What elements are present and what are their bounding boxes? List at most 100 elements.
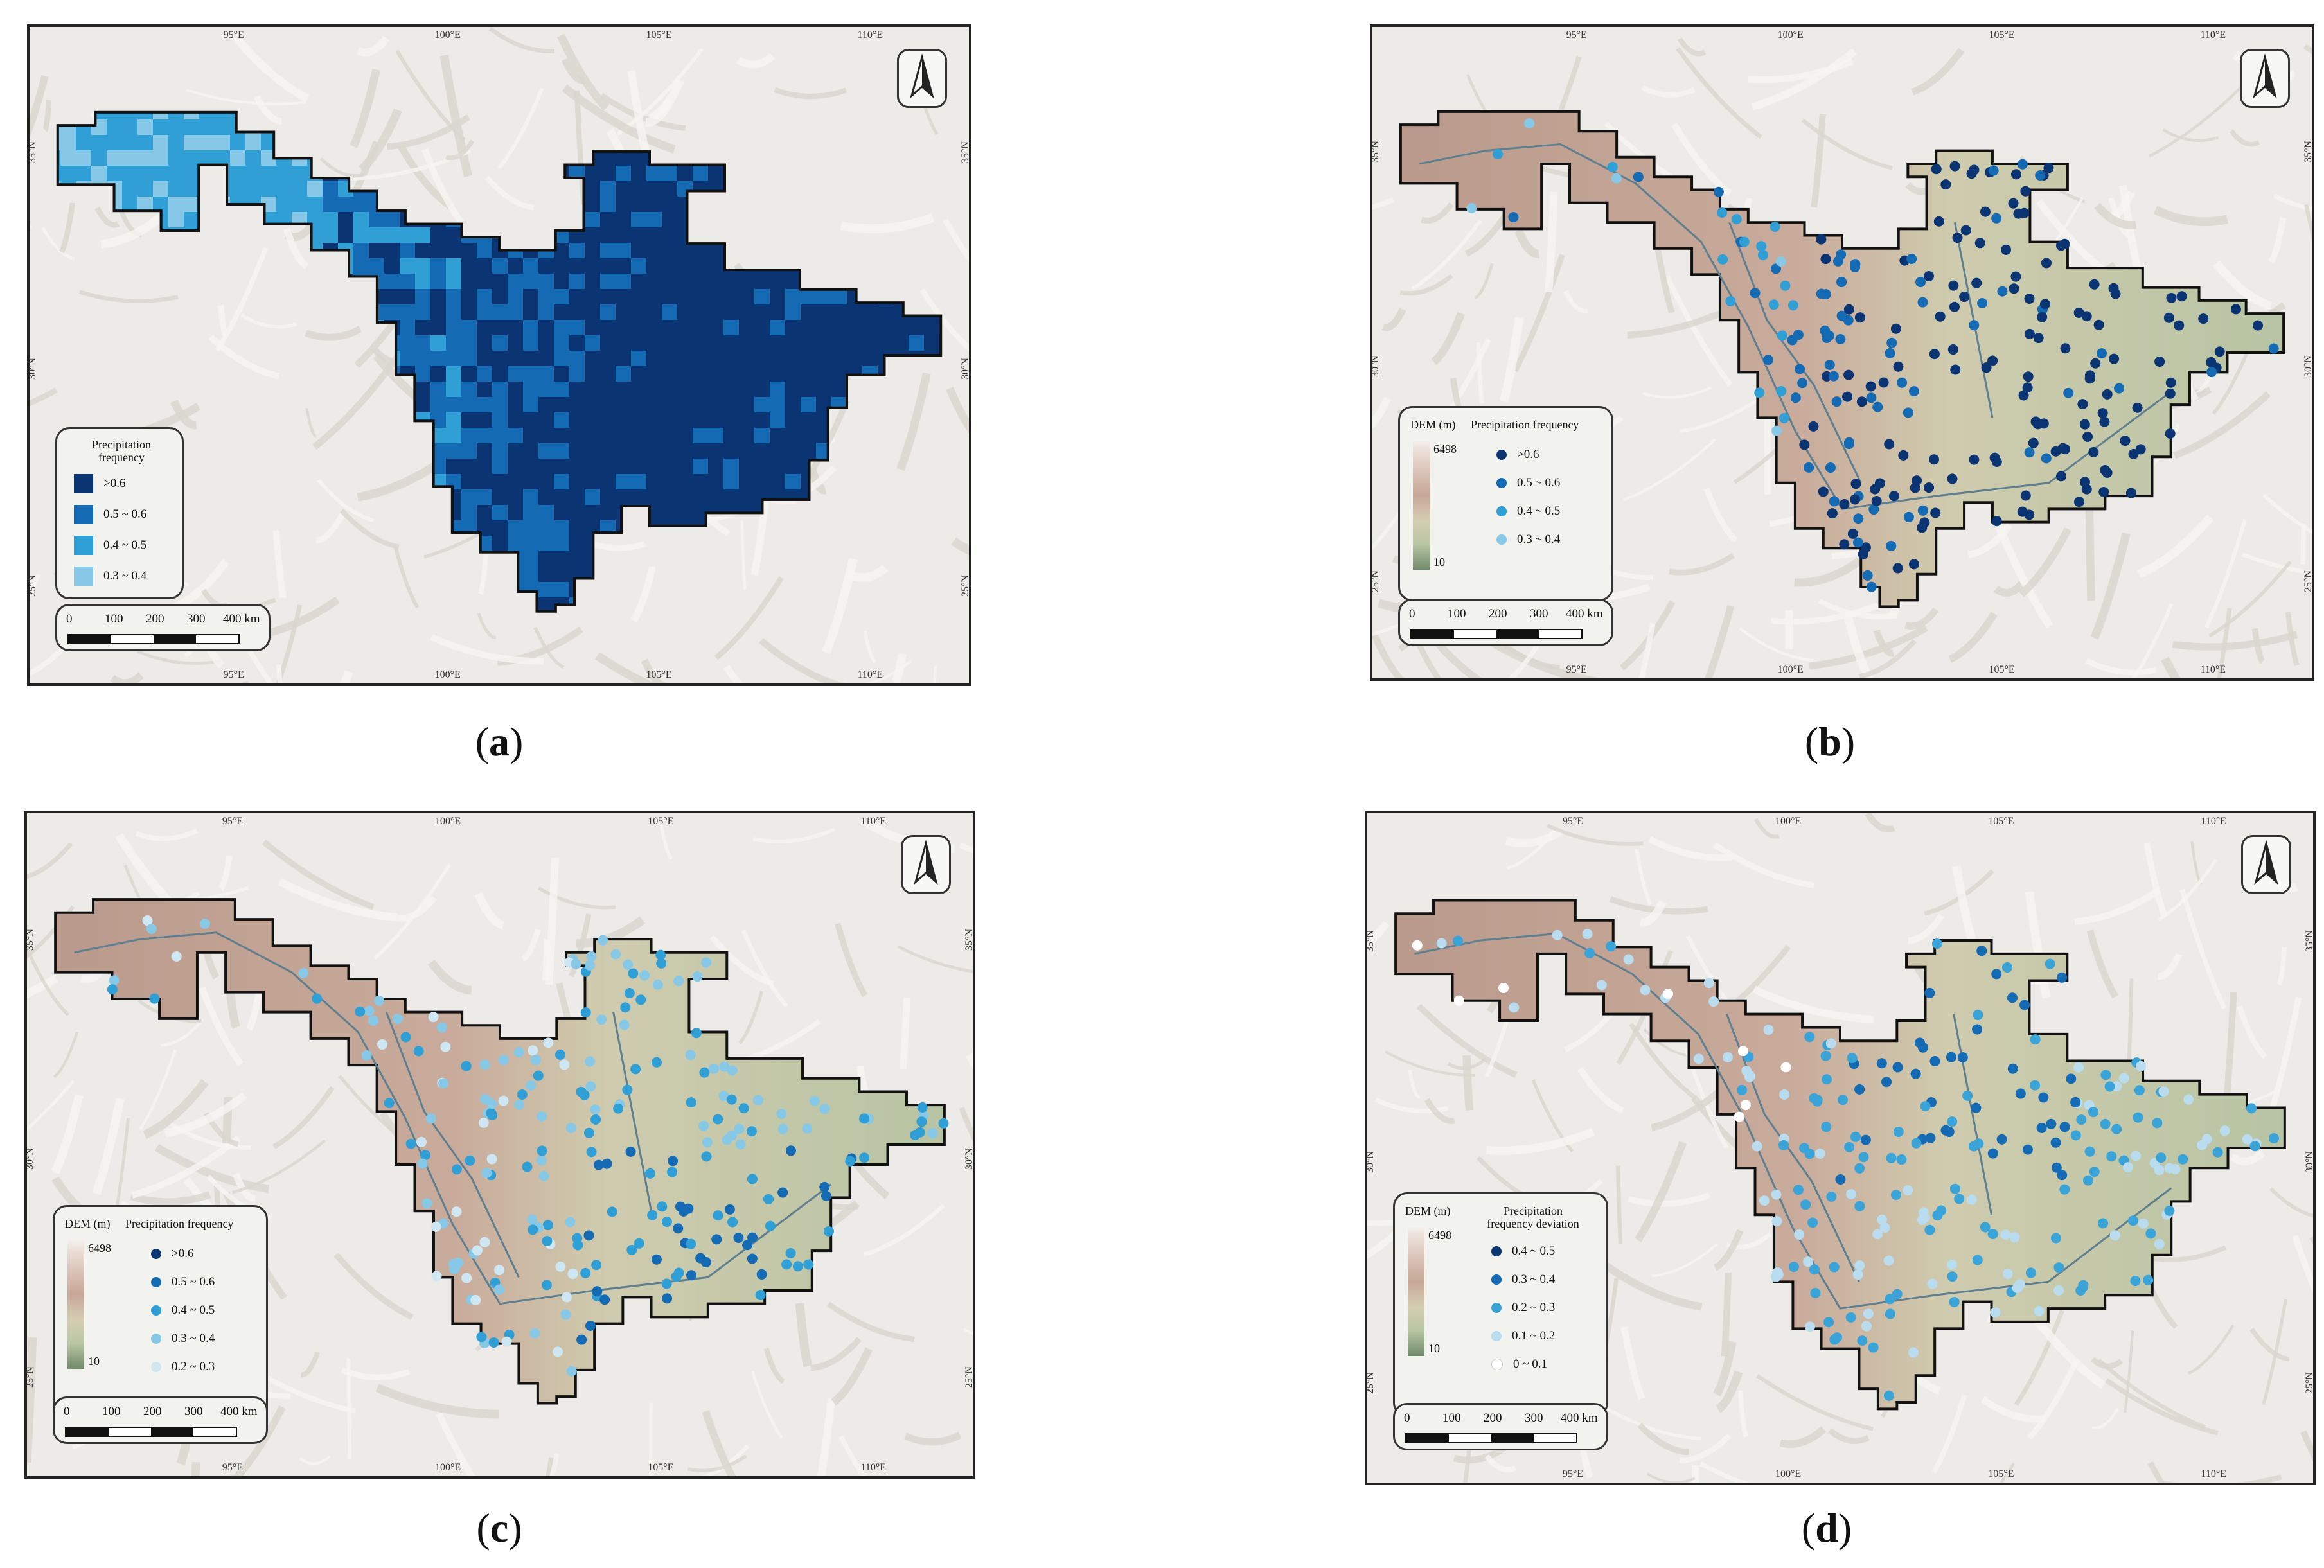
- station-point: [2008, 198, 2019, 209]
- station-point: [1823, 1317, 1834, 1328]
- station-point: [1949, 161, 1960, 172]
- station-point: [2082, 1175, 2093, 1186]
- station-point: [1910, 1068, 1921, 1079]
- station-point: [1974, 238, 1985, 249]
- longitude-tick-label: 95°E: [1562, 816, 1583, 827]
- station-point: [2078, 1280, 2089, 1291]
- station-point: [1929, 349, 1940, 360]
- station-point: [2036, 1122, 2047, 1133]
- station-point: [1911, 1138, 1922, 1149]
- legend-item: 0.4 ~ 0.5: [1496, 504, 1560, 518]
- legend-label: 0.4 ~ 0.5: [172, 1303, 215, 1317]
- station-point: [1893, 1126, 1904, 1137]
- station-point: [2183, 1094, 2194, 1105]
- north-arrow-icon: [897, 49, 947, 108]
- panel-caption: (d): [1801, 1505, 1852, 1551]
- station-point: [1771, 425, 1782, 436]
- station-point: [572, 1240, 583, 1251]
- station-point: [724, 1204, 735, 1215]
- latitude-tick-label: 30°N: [2303, 355, 2314, 378]
- station-point: [107, 984, 118, 995]
- station-point: [1931, 938, 1942, 949]
- station-point: [576, 1334, 587, 1345]
- station-point: [1892, 1062, 1903, 1073]
- station-point: [593, 1159, 604, 1170]
- station-point: [1780, 1062, 1791, 1073]
- station-point: [1852, 537, 1863, 548]
- legend-dot: [1496, 450, 1507, 460]
- legend-label: 0.3 ~ 0.4: [172, 1332, 215, 1345]
- station-point: [1903, 511, 1914, 522]
- station-point: [2024, 293, 2035, 304]
- station-point: [1611, 173, 1622, 184]
- station-point: [1770, 221, 1780, 232]
- station-point: [1763, 1025, 1774, 1035]
- station-point: [2136, 1061, 2147, 1071]
- station-point: [2120, 436, 2131, 446]
- station-point: [1980, 206, 1991, 217]
- station-point: [1858, 1152, 1869, 1163]
- station-point: [701, 1151, 712, 1162]
- station-point: [592, 1286, 603, 1297]
- station-point: [392, 1013, 403, 1024]
- station-point: [662, 1293, 673, 1304]
- station-point: [1929, 1055, 1940, 1066]
- station-point: [1977, 298, 1988, 309]
- station-point: [2246, 1103, 2257, 1114]
- station-point: [1871, 496, 1882, 507]
- station-point: [1854, 1084, 1865, 1095]
- station-point: [530, 1055, 541, 1066]
- station-point: [2019, 207, 2030, 218]
- station-point: [1737, 1084, 1748, 1095]
- station-point: [2025, 1267, 2036, 1278]
- station-point: [2010, 169, 2021, 180]
- station-point: [683, 1203, 694, 1214]
- station-point: [2073, 497, 2084, 507]
- scale-bar: 0 100 200 300 400 km: [55, 604, 271, 651]
- station-point: [686, 1270, 697, 1281]
- station-point: [2133, 1112, 2143, 1123]
- latitude-tick-label: 30°N: [964, 1147, 975, 1170]
- scale-label: 200: [143, 1405, 162, 1418]
- river-line: [612, 1012, 652, 1211]
- legend-label: >0.6: [103, 477, 126, 491]
- station-point: [735, 1139, 746, 1150]
- station-point: [2057, 443, 2068, 454]
- station-point: [368, 1016, 378, 1026]
- panel-caption: (b): [1804, 719, 1856, 764]
- station-point: [1858, 549, 1868, 559]
- station-point: [1924, 482, 1935, 493]
- north-arrow-icon: [901, 835, 951, 894]
- station-point: [624, 988, 635, 999]
- station-point: [1856, 396, 1867, 407]
- station-point: [1857, 1335, 1868, 1346]
- station-point: [1799, 439, 1810, 450]
- station-point: [312, 993, 323, 1004]
- station-point: [1971, 1102, 1982, 1113]
- station-point: [1809, 1264, 1820, 1275]
- station-point: [428, 1012, 439, 1023]
- station-point: [1897, 377, 1908, 388]
- latitude-tick-label: 30°N: [27, 358, 38, 380]
- station-point: [1759, 1195, 1770, 1206]
- station-point: [819, 1181, 830, 1192]
- station-point: [1466, 202, 1477, 213]
- station-point: [1708, 996, 1719, 1007]
- station-point: [1832, 1332, 1843, 1343]
- station-point: [493, 1265, 504, 1276]
- station-point: [1888, 491, 1899, 502]
- station-point: [1866, 581, 1877, 592]
- station-point: [1722, 1052, 1733, 1062]
- station-point: [776, 1108, 787, 1119]
- scale-label: 400 km: [223, 612, 260, 626]
- station-point: [2022, 1144, 2033, 1155]
- station-point: [1866, 392, 1877, 403]
- station-point: [451, 1206, 462, 1217]
- station-point: [1917, 297, 1928, 308]
- station-point: [1771, 1216, 1782, 1227]
- station-point: [1969, 454, 1980, 465]
- station-point: [1950, 364, 1961, 375]
- station-point: [620, 1002, 631, 1013]
- legend-dot: [1491, 1331, 1502, 1341]
- station-point: [634, 1238, 644, 1249]
